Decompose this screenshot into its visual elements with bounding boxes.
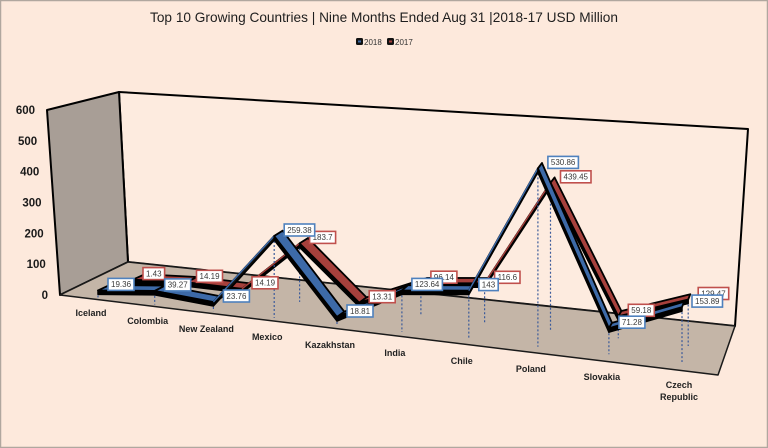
data-label-box (618, 315, 646, 330)
x-tick-label: Mexico (252, 332, 283, 342)
data-label-text: 71.28 (622, 318, 643, 327)
data-label-2017: 116.6 (493, 270, 521, 285)
x-tick-label: Kazakhstan (305, 340, 355, 350)
data-label-box (107, 277, 135, 292)
data-label-text: 530.86 (551, 158, 576, 167)
y-tick-label: 100 (27, 259, 46, 271)
y-tick-label: 600 (16, 105, 35, 117)
legend: 2018 2017 (356, 38, 413, 47)
data-label-box (411, 277, 444, 292)
data-label-2017: 1.43 (142, 266, 166, 281)
y-tick-label: 300 (22, 198, 41, 210)
ribbon-edge (468, 168, 539, 291)
data-label-box (195, 269, 224, 284)
data-label-box (368, 289, 397, 304)
data-label-text: 439.45 (564, 173, 589, 182)
legend-label-2018: 2018 (364, 38, 382, 47)
x-tick-label: Chile (451, 356, 473, 366)
x-tick-label: New Zealand (179, 324, 234, 334)
legend-marker-2017 (389, 40, 392, 43)
data-label-box (477, 277, 499, 292)
data-labels: 1.43 14.19 14.19 183.7 13.31 96.14 116.6 439.45… (107, 155, 730, 330)
data-label-text: 143 (482, 280, 496, 289)
data-label-2017: 59.18 (627, 303, 656, 318)
data-label-text: 259.38 (287, 226, 312, 235)
x-tick-label: Czech Republic (660, 380, 698, 402)
data-label-text: 183.7 (313, 233, 334, 242)
legend-marker-2018 (358, 40, 361, 43)
data-label-box (308, 230, 337, 245)
side-wall (46, 91, 129, 296)
data-label-text: 14.19 (255, 279, 276, 288)
data-label-text: 18.81 (350, 307, 371, 316)
data-label-2018: 71.28 (618, 315, 646, 330)
data-label-box (346, 304, 374, 318)
data-label-box (251, 275, 279, 290)
legend-item-2017: 2017 (387, 38, 413, 47)
y-tick-label: 500 (18, 136, 37, 148)
data-label-2017: 14.19 (195, 269, 224, 284)
y-tick-label: 0 (42, 290, 48, 302)
data-label-box (163, 278, 192, 292)
data-label-text: 13.31 (372, 293, 393, 302)
data-label-text: 153.89 (695, 297, 720, 306)
legend-label-2017: 2017 (395, 38, 413, 47)
data-label-2018: 259.38 (283, 223, 316, 237)
x-tick-label: Colombia (127, 316, 169, 326)
data-label-box (547, 155, 580, 170)
data-label-box (559, 170, 592, 184)
x-tick-label: Poland (516, 364, 546, 374)
data-label-2017: 14.19 (251, 275, 279, 290)
y-tick-label: 200 (25, 228, 44, 240)
data-label-2018: 19.36 (107, 277, 135, 292)
x-axis: Iceland Colombia New Zealand Mexico Kazakhst… (75, 308, 698, 402)
data-label-2018: 153.89 (691, 294, 724, 308)
data-label-text: 123.64 (415, 280, 440, 289)
data-label-box (222, 289, 251, 303)
chart-title: Top 10 Growing Countries | Nine Months E… (150, 9, 618, 25)
x-tick-label: Slovakia (584, 372, 622, 382)
x-tick-label: India (384, 348, 406, 358)
data-label-2018: 23.76 (222, 289, 251, 303)
ribbon-edge (484, 182, 552, 284)
data-label-text: 116.6 (498, 273, 518, 282)
data-label-2017: 13.31 (368, 289, 397, 304)
data-label-text: 1.43 (146, 269, 162, 278)
data-label-text: 23.76 (226, 292, 247, 301)
y-axis: 0 100 200 300 400 500 600 (16, 105, 48, 302)
data-label-box (691, 294, 724, 308)
data-label-box (142, 266, 166, 281)
data-label-text: 39.27 (168, 281, 189, 290)
data-label-2018: 123.64 (411, 277, 444, 292)
x-tick-label: Iceland (75, 308, 106, 318)
data-label-2018: 39.27 (163, 278, 192, 292)
data-label-2018: 530.86 (547, 155, 580, 170)
data-label-text: 59.18 (631, 306, 652, 315)
data-label-text: 19.36 (111, 280, 132, 289)
data-label-box (493, 270, 521, 285)
data-label-2018: 143 (477, 277, 499, 292)
y-tick-label: 400 (20, 167, 39, 179)
legend-item-2018: 2018 (356, 38, 382, 47)
data-label-2018: 18.81 (346, 304, 374, 318)
data-label-2017: 183.7 (308, 230, 337, 245)
data-label-box (283, 223, 316, 237)
data-label-text: 14.19 (200, 272, 221, 281)
data-label-text: 129.47 (701, 289, 726, 298)
data-label-2017: 439.45 (559, 170, 592, 184)
data-label-text: 96.14 (434, 273, 455, 282)
